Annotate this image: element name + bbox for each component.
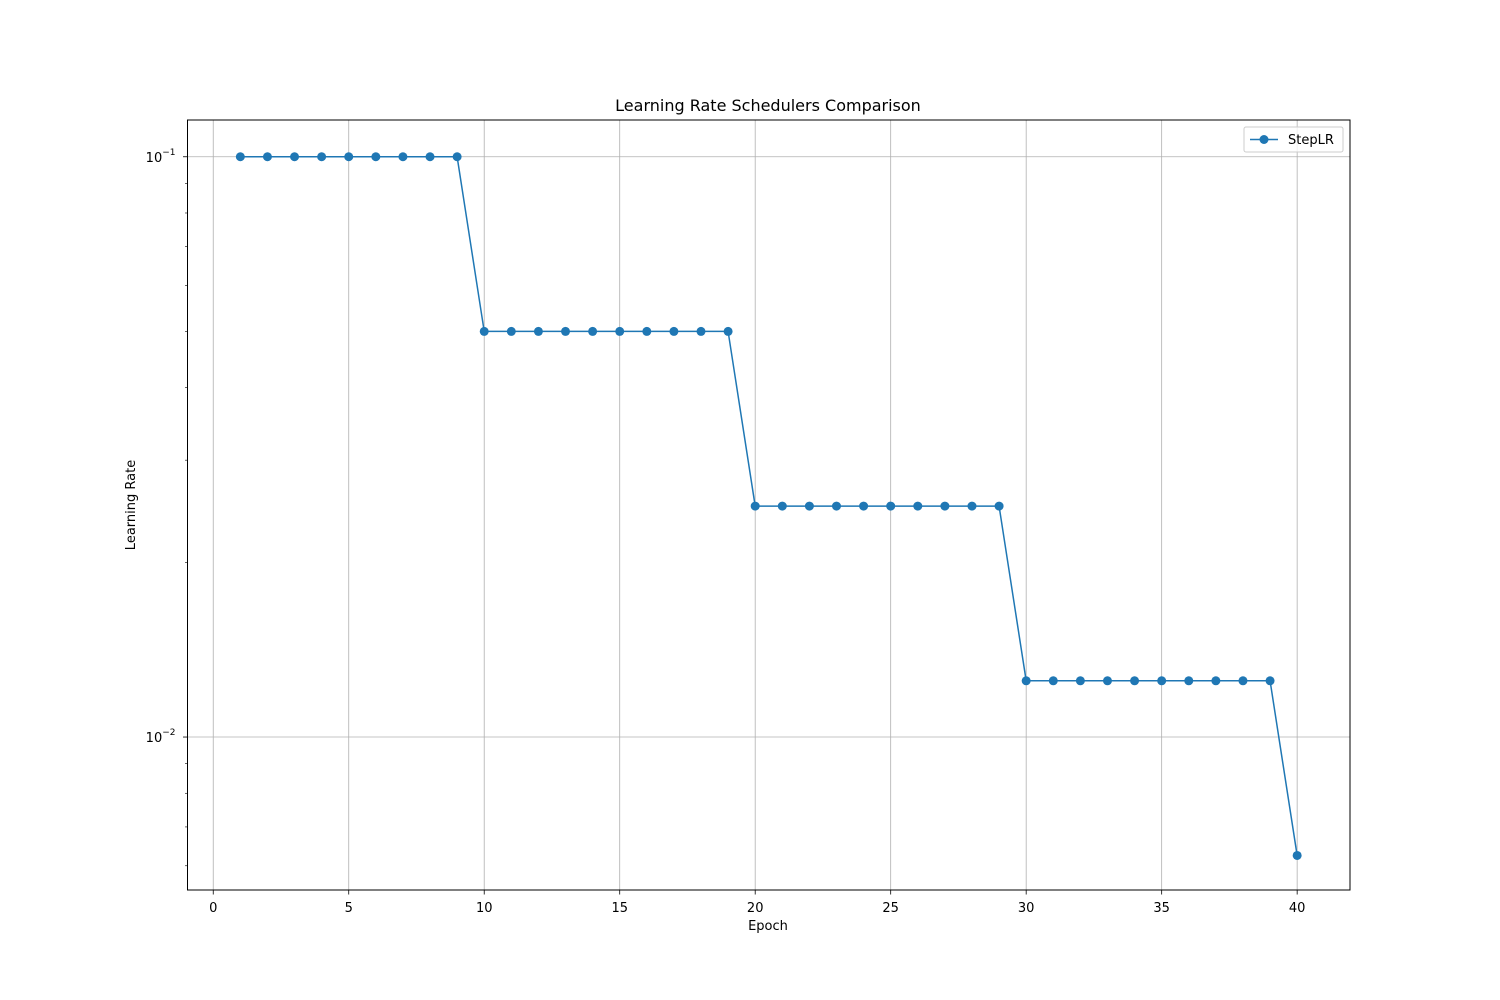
data-point [1184,676,1194,686]
x-axis: 0 5 10 15 20 25 30 35 40 [209,890,1305,916]
data-point [1075,676,1085,686]
x-tick-label: 30 [1018,901,1035,916]
data-point [425,152,435,162]
y-tick-label-base: 10 [146,151,163,166]
data-point [561,326,571,336]
data-point [479,326,489,336]
y-tick-label-base: 10 [146,731,163,746]
data-point [913,501,923,511]
legend-series-marker [1259,135,1269,144]
data-point [723,326,733,336]
x-tick-label: 5 [345,901,353,916]
x-axis-label: Epoch [748,919,788,934]
data-point [750,501,760,511]
series-layer [235,152,1302,860]
data-point [1292,850,1302,860]
data-point [1238,676,1248,686]
x-tick-label: 25 [882,901,899,916]
x-tick-label: 15 [611,901,628,916]
plot-area-frame [187,119,1351,891]
data-point [967,501,977,511]
y-tick-label-exponent: −1 [162,148,175,158]
data-point [344,152,354,162]
data-point [940,501,950,511]
data-point [1102,676,1112,686]
data-point [642,326,652,336]
data-point [262,152,272,162]
legend: StepLR [1243,126,1344,153]
x-tick-label: 40 [1289,901,1306,916]
data-point [804,501,814,511]
chart-title: Learning Rate Schedulers Comparison [615,96,921,115]
data-point [588,326,598,336]
data-point [615,326,625,336]
data-point [994,501,1004,511]
series-line [240,156,1298,856]
data-point [886,501,896,511]
data-point [506,326,516,336]
data-point [831,501,841,511]
grid-lines [187,120,1350,890]
y-tick-label: 10−1 [146,148,176,166]
data-point [777,501,787,511]
y-axis-label: Learning Rate [124,460,139,550]
data-point [1048,676,1058,686]
x-tick-label: 0 [209,901,217,916]
data-point [290,152,300,162]
y-tick-label: 10−2 [146,728,176,746]
data-point [398,152,408,162]
data-point [1211,676,1221,686]
data-point [235,152,245,162]
data-point [452,152,462,162]
data-point [1130,676,1140,686]
legend-box [1243,126,1344,153]
x-tick-label: 20 [747,901,764,916]
data-point [859,501,869,511]
data-point [696,326,706,336]
data-point [669,326,679,336]
data-point [533,326,543,336]
data-point [317,152,327,162]
data-point [371,152,381,162]
y-axis: 10−110−2 [146,148,188,867]
y-tick-label-exponent: −2 [162,728,175,738]
legend-series-label: StepLR [1288,133,1334,148]
x-tick-label: 10 [476,901,493,916]
data-point [1265,676,1275,686]
x-tick-label: 35 [1153,901,1170,916]
data-point [1157,676,1167,686]
data-point [1021,676,1031,686]
